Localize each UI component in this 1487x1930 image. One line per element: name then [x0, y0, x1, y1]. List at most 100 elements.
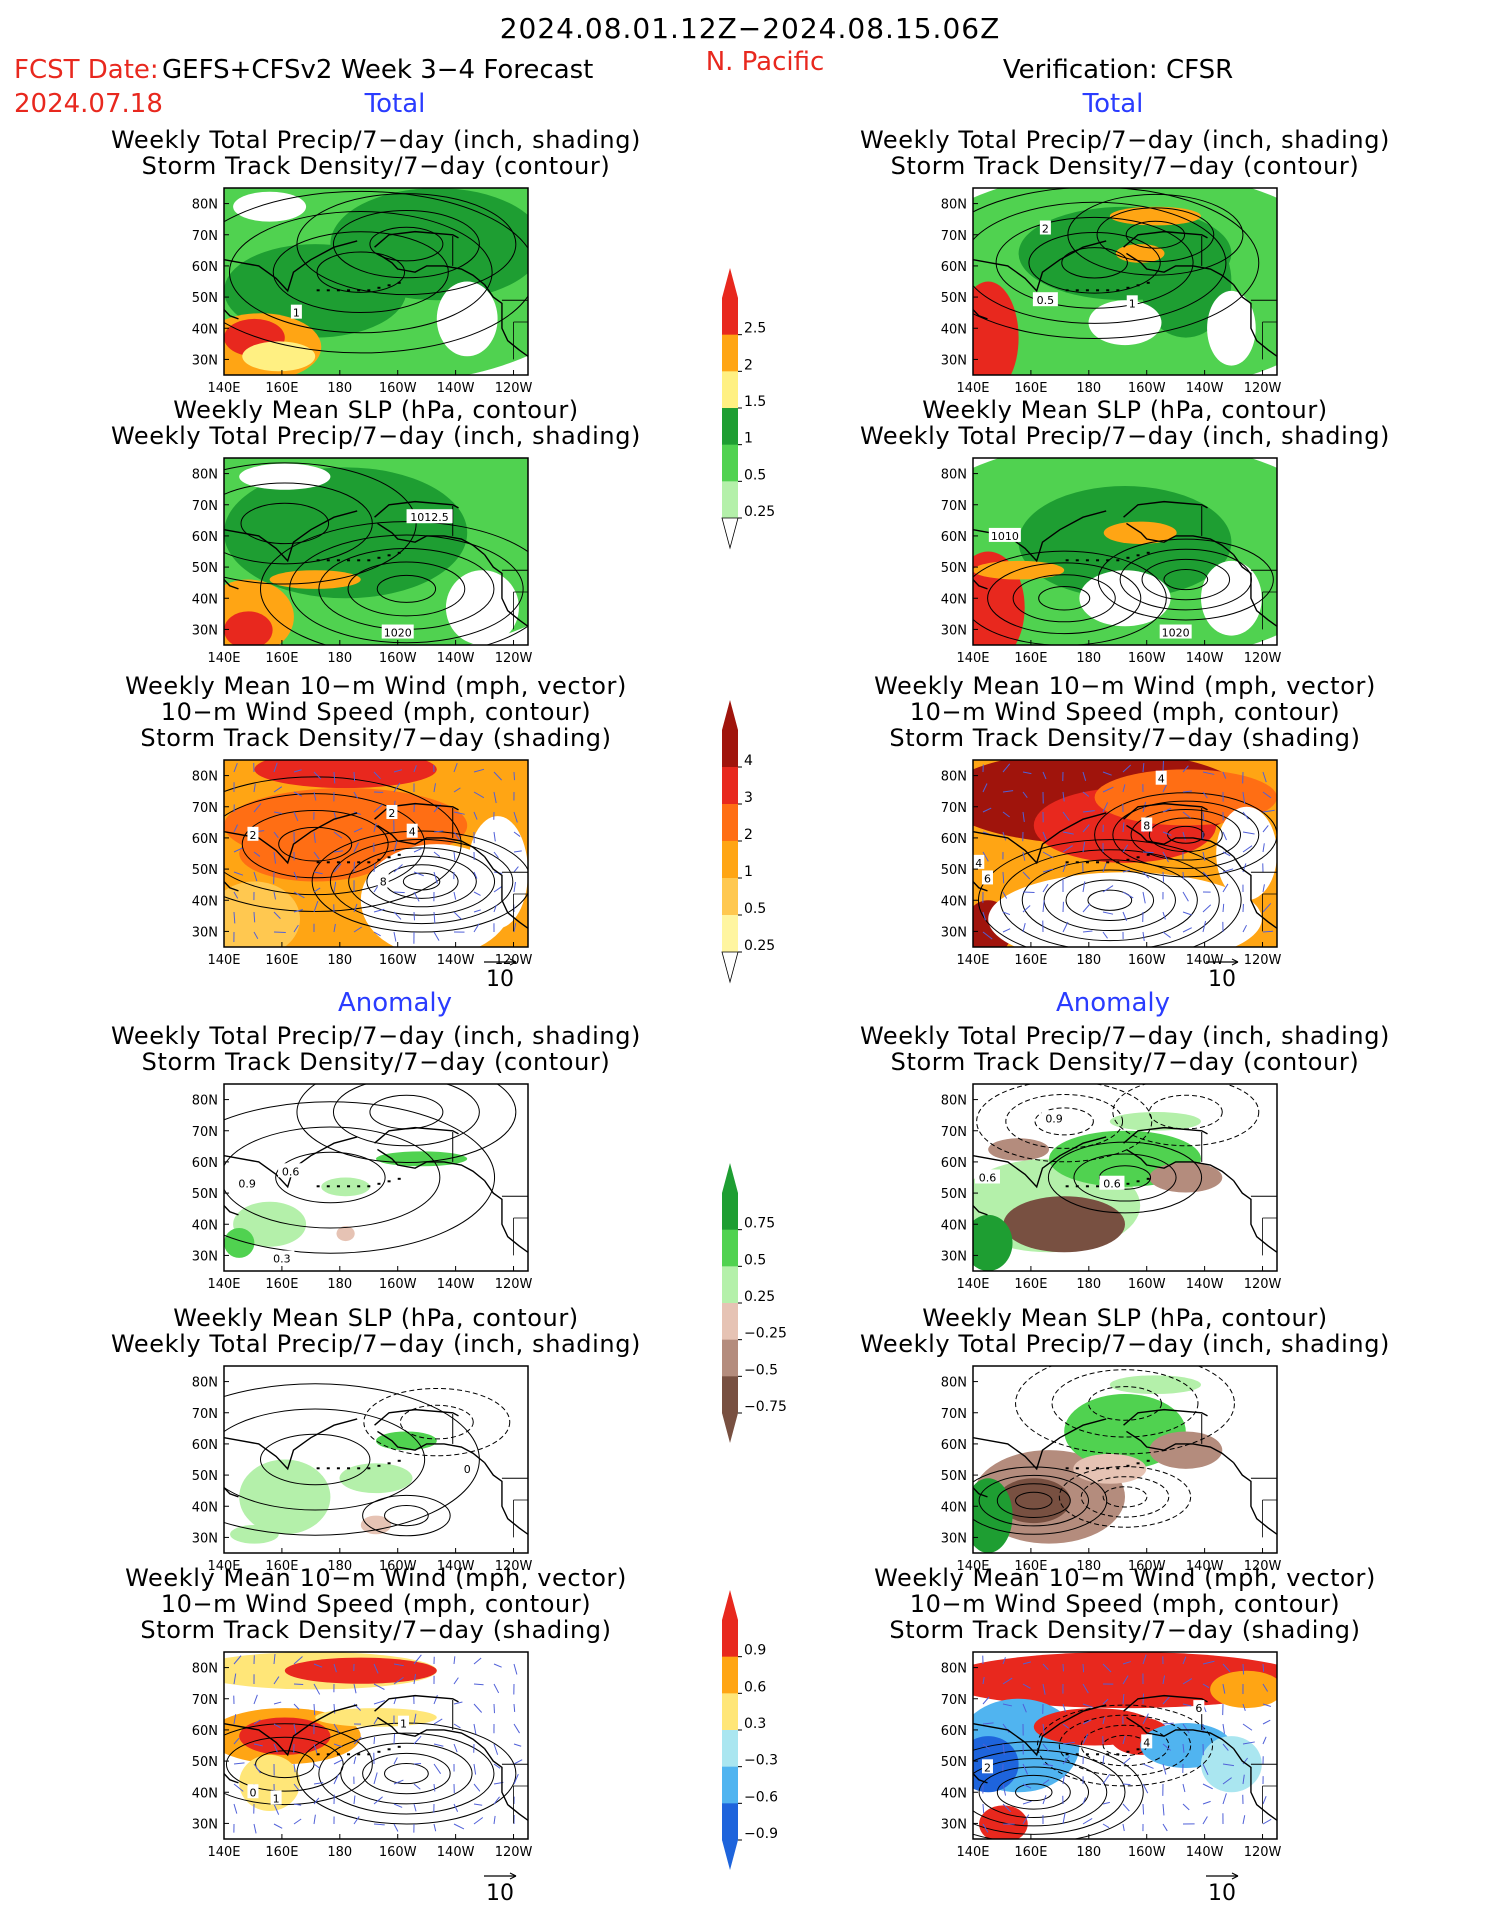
colorbar-label: 0.5	[744, 1252, 766, 1268]
shading-blob	[988, 1138, 1049, 1160]
colorbar-swatch	[722, 1693, 738, 1730]
map-panel-right-5: Weekly Mean 10−m Wind (mph, vector)10−m …	[874, 1564, 1376, 1860]
panel-title-line: Weekly Mean SLP (hPa, contour)	[922, 396, 1328, 424]
colorbar-storm-anom: 0.90.60.3−0.3−0.6−0.9	[722, 1590, 778, 1870]
lat-tick-label: 50N	[192, 1187, 218, 1202]
panel-title: Weekly Mean SLP (hPa, contour)Weekly Tot…	[860, 1304, 1390, 1358]
lat-tick-label: 40N	[192, 1786, 218, 1801]
panel-title-line: 10−m Wind Speed (mph, contour)	[161, 1590, 592, 1618]
shading-blob	[340, 1463, 413, 1493]
colorbar-bottom-arrow	[722, 1840, 738, 1870]
colorbar-swatch	[722, 1376, 738, 1413]
lon-tick-label: 160W	[1128, 1845, 1166, 1860]
lat-tick-label: 30N	[941, 1817, 967, 1832]
lat-tick-label: 80N	[941, 770, 967, 785]
lat-tick-label: 40N	[192, 1218, 218, 1233]
shading-blob	[224, 611, 273, 648]
map-panel-right-4: Weekly Mean SLP (hPa, contour)Weekly Tot…	[860, 1304, 1390, 1574]
contour-label: 6	[1195, 1702, 1202, 1715]
colorbar-label: 0.5	[744, 901, 766, 917]
colorbar-label: 0.75	[744, 1216, 775, 1232]
lat-tick-label: 70N	[192, 801, 218, 816]
colorbar-label: 1	[744, 431, 753, 447]
contour-label: 1020	[1162, 627, 1190, 640]
colorbar-label: 2	[744, 357, 753, 373]
colorbar-swatch	[722, 481, 738, 518]
contour-label: 0	[464, 1463, 471, 1476]
lon-tick-label: 160W	[1128, 651, 1166, 666]
panel-title-line: Weekly Mean 10−m Wind (mph, vector)	[125, 672, 627, 700]
shading-blob	[239, 1755, 300, 1811]
panel-title: Weekly Mean SLP (hPa, contour)Weekly Tot…	[111, 396, 641, 450]
lat-tick-label: 60N	[192, 1156, 218, 1171]
lat-tick-label: 80N	[192, 1376, 218, 1391]
colorbar-swatch	[722, 915, 738, 953]
panel-title-line: Weekly Mean SLP (hPa, contour)	[173, 1304, 579, 1332]
shading-blob	[1201, 561, 1262, 636]
shading-blob	[336, 1226, 354, 1241]
map-panels: Weekly Total Precip/7−day (inch, shading…	[111, 126, 1390, 1860]
panel-title-line: Weekly Mean SLP (hPa, contour)	[173, 396, 579, 424]
colorbar-label: 2.5	[744, 321, 766, 337]
colorbar-label: 3	[744, 790, 753, 806]
lat-tick-label: 50N	[941, 1469, 967, 1484]
colorbar-label: 4	[744, 753, 753, 769]
lon-tick-label: 160E	[1014, 953, 1047, 968]
shading-blob	[233, 192, 306, 222]
panel-title-line: Weekly Mean 10−m Wind (mph, vector)	[874, 1564, 1376, 1592]
wind-vector	[1163, 872, 1164, 882]
colorbar-swatch	[722, 1303, 738, 1340]
lon-tick-label: 180	[1076, 651, 1101, 666]
panel-title-line: Storm Track Density/7−day (contour)	[142, 152, 611, 180]
panel-title-line: Weekly Mean 10−m Wind (mph, vector)	[125, 1564, 627, 1592]
contour-label: 8	[380, 876, 387, 889]
colorbar-bottom-arrow	[722, 518, 738, 548]
contour-label: 1	[1129, 297, 1136, 310]
verification-title: Verification: CFSR	[1003, 55, 1233, 85]
contour-label: 0.6	[282, 1165, 300, 1178]
lon-tick-label: 180	[1076, 1845, 1101, 1860]
colorbar-swatch	[722, 1266, 738, 1303]
lat-tick-label: 50N	[941, 291, 967, 306]
lat-tick-label: 40N	[941, 1786, 967, 1801]
map-field: 642	[924, 1652, 1307, 1843]
lon-tick-label: 120W	[495, 1845, 533, 1860]
panel-title-line: 10−m Wind Speed (mph, contour)	[910, 1590, 1341, 1618]
lon-tick-label: 120W	[495, 381, 533, 396]
lon-tick-label: 140W	[437, 1845, 475, 1860]
contour-label: 4	[1143, 1736, 1150, 1749]
lat-tick-label: 70N	[192, 1407, 218, 1422]
shading-blob	[1110, 207, 1201, 226]
lon-tick-label: 140E	[207, 651, 240, 666]
lat-tick-label: 80N	[192, 468, 218, 483]
panel-title-line: Weekly Total Precip/7−day (inch, shading…	[860, 422, 1390, 450]
lat-tick-label: 70N	[192, 1693, 218, 1708]
panel-title: Weekly Total Precip/7−day (inch, shading…	[111, 126, 641, 180]
lat-tick-label: 50N	[941, 561, 967, 576]
panel-title-line: Weekly Total Precip/7−day (inch, shading…	[860, 1330, 1390, 1358]
colorbar-swatch	[722, 1340, 738, 1377]
wind-vector	[314, 1704, 315, 1715]
wind-vector	[1143, 852, 1154, 853]
lon-tick-label: 180	[327, 953, 352, 968]
lat-tick-label: 30N	[192, 1531, 218, 1546]
lat-tick-label: 70N	[192, 1125, 218, 1140]
colorbar-swatch	[722, 1620, 738, 1657]
lat-tick-label: 80N	[941, 1094, 967, 1109]
lat-tick-label: 60N	[941, 1438, 967, 1453]
wind-vector	[1223, 904, 1224, 912]
colorbar-label: −0.25	[744, 1326, 787, 1342]
panel-title-line: Storm Track Density/7−day (contour)	[891, 152, 1360, 180]
contour-label: 0.5	[1037, 294, 1055, 307]
lat-tick-label: 40N	[192, 1500, 218, 1515]
shading-blob	[230, 1525, 279, 1544]
fcst-label: FCST Date:	[14, 55, 159, 85]
colorbar-swatch	[722, 767, 738, 805]
panel-title-line: Weekly Total Precip/7−day (inch, shading…	[111, 1330, 641, 1358]
lat-tick-label: 70N	[192, 499, 218, 514]
colorbar-swatch	[722, 1230, 738, 1267]
colorbar-swatch	[722, 1193, 738, 1230]
